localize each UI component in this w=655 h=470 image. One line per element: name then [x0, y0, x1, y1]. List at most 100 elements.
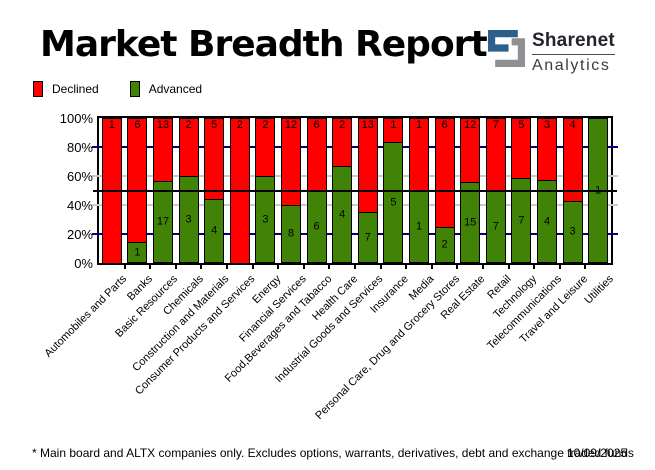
- legend-label: Declined: [52, 82, 99, 96]
- y-axis-label: 80%: [66, 140, 93, 155]
- gridline-60: [99, 175, 611, 177]
- bar-segment-declined: [255, 118, 276, 176]
- logo-brand-name: Sharenet: [532, 30, 615, 51]
- x-axis-tick: [354, 265, 356, 269]
- bar-value-advanced: 5: [390, 196, 397, 209]
- gridline-80: [99, 146, 611, 148]
- bar-segment-declined: [153, 118, 173, 181]
- bar-segment-advanced: [178, 176, 199, 263]
- x-axis-tick: [123, 265, 126, 269]
- bar-value-declined: 3: [543, 119, 551, 131]
- bar-value-declined: 2: [185, 119, 192, 131]
- y-axis-label: 0%: [74, 256, 93, 271]
- bar-segment-declined: [357, 118, 378, 213]
- right-axis-tick-20: [611, 233, 618, 235]
- bar-value-declined: 13: [156, 119, 170, 131]
- left-axis-tick-60: [92, 175, 99, 177]
- bar-segment-advanced: [460, 182, 481, 263]
- bar-value-declined: 12: [284, 119, 298, 131]
- bar-real-estate: 12 15: [460, 118, 481, 263]
- bar-value-advanced: 3: [569, 225, 576, 238]
- bar-segment-advanced: [153, 180, 173, 263]
- x-axis-tick: [277, 265, 280, 269]
- report-date: 10/09/2025: [566, 446, 627, 460]
- plot-area: 1 6 1 13 17 2 3 5 4 2 2 3 12 8 6 6 2 4 13 7 1 5 1 1 6 2 12 15 7 7 5 7 3 4…: [92, 116, 618, 269]
- bar-segment-advanced: [537, 180, 557, 263]
- bar-value-advanced: 1: [134, 246, 141, 259]
- bar-value-advanced: 3: [262, 213, 269, 225]
- bar-value-declined: 13: [361, 119, 374, 131]
- bar-value-advanced: 3: [185, 213, 192, 225]
- bar-value-advanced: 4: [211, 224, 218, 237]
- bar-segment-advanced: [357, 212, 378, 263]
- x-axis-tick: [302, 265, 305, 269]
- bar-segment-advanced: [511, 178, 532, 263]
- bar-value-declined: 7: [492, 119, 499, 131]
- right-axis-tick-80: [611, 146, 618, 148]
- bar-value-declined: 1: [108, 119, 115, 131]
- bar-value-declined: 1: [390, 119, 397, 131]
- x-axis-tick: [200, 265, 203, 269]
- x-axis-label: Automobiles and Parts: [42, 273, 130, 360]
- y-axis-label: 100%: [59, 111, 93, 126]
- bar-value-declined: 5: [518, 119, 525, 131]
- logo-text: Sharenet Analytics: [532, 30, 615, 75]
- x-axis-tick: [226, 265, 228, 269]
- bar-segment-advanced: [562, 200, 583, 263]
- bar-value-advanced: 7: [492, 220, 499, 233]
- y-axis-label: 60%: [66, 169, 93, 184]
- gridline-40: [99, 204, 611, 206]
- x-axis-tick: [251, 265, 254, 269]
- x-axis-tick: [533, 265, 536, 269]
- bar-value-declined: 12: [464, 119, 477, 131]
- fifty-percent-line: [93, 189, 617, 192]
- bar-financial-services: 12 8: [281, 118, 301, 263]
- bar-segment-advanced: [434, 226, 455, 263]
- x-axis-tick: [430, 265, 433, 269]
- bar-segment-declined: [460, 118, 481, 183]
- legend-swatch-declined: [33, 81, 43, 97]
- legend-item-declined: Declined: [33, 81, 99, 97]
- bar-segment-advanced: [281, 205, 301, 263]
- x-axis-tick: [149, 265, 152, 269]
- logo-sub-name: Analytics: [532, 57, 611, 74]
- bar-segment-declined: [332, 118, 353, 167]
- page-title: Market Breadth Report: [40, 24, 488, 65]
- bar-value-declined: 5: [211, 119, 218, 131]
- footnote: * Main board and ALTX companies only. Ex…: [32, 446, 634, 460]
- bar-segment-declined: [562, 118, 583, 201]
- x-axis-tick: [405, 265, 408, 269]
- bar-value-declined: 1: [415, 119, 423, 131]
- bar-value-advanced: 15: [464, 216, 477, 229]
- bar-segment-declined: [204, 118, 225, 199]
- bar-value-declined: 6: [441, 119, 448, 131]
- legend-item-advanced: Advanced: [129, 81, 203, 97]
- sharenet-logo: Sharenet Analytics: [488, 30, 615, 75]
- left-axis-tick-40: [92, 204, 99, 206]
- x-axis-tick: [507, 265, 510, 269]
- bar-segment-declined: [178, 118, 199, 176]
- left-axis-tick-20: [92, 233, 99, 235]
- y-axis-label: 40%: [66, 198, 93, 213]
- bar-value-advanced: 7: [518, 214, 525, 227]
- sharenet-logo-icon: [488, 30, 525, 67]
- bar-value-declined: 4: [569, 119, 576, 131]
- y-axis-label: 20%: [66, 227, 93, 242]
- bar-segment-declined: [306, 118, 327, 191]
- x-axis-tick: [558, 265, 561, 269]
- bar-value-declined: 2: [339, 119, 346, 131]
- x-axis-tick: [482, 265, 484, 269]
- right-axis-tick-40: [611, 204, 618, 206]
- bar-value-declined: 2: [236, 119, 243, 131]
- bar-value-advanced: 8: [287, 227, 295, 240]
- legend-label: Advanced: [148, 82, 203, 96]
- bar-segment-declined: [485, 118, 506, 191]
